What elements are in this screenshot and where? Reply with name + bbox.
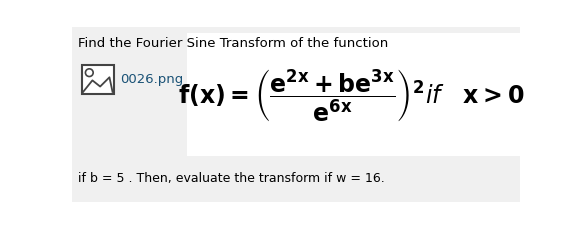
Text: $\mathit{if}\quad\mathbf{x>0}$: $\mathit{if}\quad\mathbf{x>0}$ — [425, 84, 524, 108]
Bar — [81, 65, 114, 94]
Text: 0026.png: 0026.png — [120, 73, 184, 86]
Text: $\mathbf{f(x)=\left(\dfrac{e^{2x}+be^{3x}}{e^{6x}}\right)^{2}}$: $\mathbf{f(x)=\left(\dfrac{e^{2x}+be^{3x… — [178, 67, 424, 124]
Text: if b = 5 . Then, evaluate the transform if w = 16.: if b = 5 . Then, evaluate the transform … — [79, 172, 385, 185]
Text: Find the Fourier Sine Transform of the function: Find the Fourier Sine Transform of the f… — [79, 37, 388, 50]
Bar — [187, 33, 520, 156]
